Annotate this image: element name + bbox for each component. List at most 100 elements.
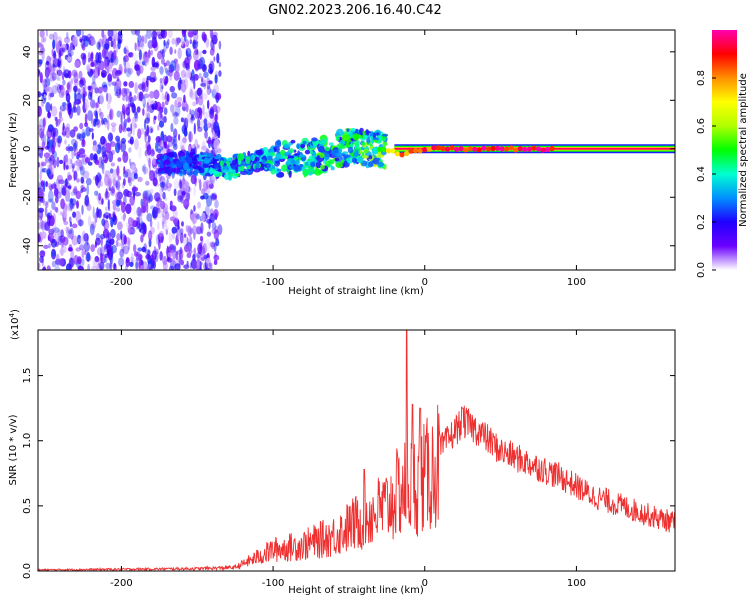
noise-blob — [173, 116, 179, 125]
noise-blob — [211, 228, 218, 234]
noise-blob — [177, 189, 184, 201]
noise-blob — [196, 118, 201, 129]
x-tick-label: 100 — [567, 277, 586, 288]
noise-blob — [98, 60, 102, 73]
noise-blob — [54, 241, 59, 247]
noise-blob — [117, 157, 122, 162]
noise-blob — [111, 185, 115, 194]
noise-blob — [216, 92, 222, 100]
noise-blob — [215, 237, 220, 247]
noise-blob — [202, 104, 205, 116]
noise-blob — [123, 47, 127, 54]
noise-blob — [122, 151, 129, 163]
noise-blob — [146, 77, 149, 88]
trace-dot — [454, 146, 460, 152]
colorbar-tick-label: 0.0 — [696, 262, 707, 278]
noise-blob — [47, 182, 52, 189]
noise-blob — [100, 180, 103, 187]
noise-blob — [111, 125, 116, 133]
band-blob — [328, 159, 335, 165]
noise-blob — [104, 174, 110, 186]
noise-blob — [207, 120, 210, 130]
colorbar-tick-label: 0.2 — [696, 214, 707, 230]
noise-blob — [73, 79, 79, 87]
noise-blob — [45, 202, 49, 208]
band-blob — [335, 152, 344, 157]
noise-blob — [79, 166, 83, 171]
colorbar-tick-label: 0.8 — [696, 70, 707, 86]
noise-blob — [106, 248, 110, 256]
noise-blob — [106, 102, 111, 110]
noise-blob — [115, 239, 119, 247]
noise-blob — [73, 72, 79, 84]
noise-blob — [159, 185, 163, 198]
noise-blob — [173, 128, 178, 139]
noise-blob — [189, 249, 193, 254]
noise-blob — [190, 209, 193, 215]
noise-blob — [193, 122, 196, 135]
noise-blob — [94, 87, 99, 94]
noise-blob — [78, 153, 84, 158]
band-blob — [310, 161, 316, 168]
noise-blob — [57, 229, 62, 237]
band-blob — [197, 166, 202, 171]
noise-blob — [125, 203, 132, 215]
noise-blob — [86, 184, 90, 196]
noise-blob — [77, 219, 84, 227]
noise-blob — [146, 213, 153, 222]
snr-y-scale: (x104) — [8, 309, 21, 340]
noise-blob — [148, 230, 153, 242]
noise-blob — [41, 37, 45, 44]
noise-blob — [159, 66, 164, 75]
noise-blob — [40, 99, 45, 108]
noise-blob — [125, 93, 129, 102]
band-blob — [335, 135, 340, 142]
band-blob — [166, 155, 170, 159]
noise-blob — [117, 30, 122, 37]
noise-blob — [39, 170, 42, 182]
noise-blob — [99, 111, 104, 119]
noise-blob — [203, 79, 207, 90]
trace-dot — [472, 146, 478, 152]
noise-blob — [204, 185, 211, 195]
noise-blob — [207, 99, 210, 110]
noise-blob — [155, 101, 162, 111]
noise-blob — [74, 140, 78, 149]
noise-blob — [189, 39, 192, 44]
trace-dot — [513, 147, 519, 153]
noise-blob — [83, 35, 90, 48]
noise-blob — [213, 138, 220, 151]
noise-blob — [146, 144, 152, 156]
noise-blob — [218, 61, 222, 68]
noise-blob — [38, 222, 41, 230]
noise-blob — [189, 91, 196, 100]
noise-blob — [115, 180, 121, 191]
noise-blob — [213, 242, 217, 253]
noise-blob — [131, 116, 136, 127]
band-blob — [300, 143, 306, 148]
trace-dot — [526, 146, 533, 152]
noise-blob — [62, 122, 65, 132]
noise-blob — [75, 93, 83, 101]
noise-blob — [126, 127, 131, 132]
noise-blob — [81, 258, 85, 266]
noise-blob — [63, 220, 69, 226]
band-blob — [275, 152, 282, 160]
noise-blob — [183, 117, 189, 130]
noise-blob — [214, 199, 219, 209]
noise-blob — [123, 212, 126, 220]
noise-blob — [148, 157, 151, 168]
noise-blob — [174, 263, 181, 270]
noise-blob — [63, 210, 68, 218]
noise-blob — [160, 112, 163, 119]
noise-blob — [137, 206, 141, 217]
noise-blob — [158, 120, 165, 128]
noise-blob — [120, 230, 123, 241]
noise-blob — [47, 198, 54, 203]
noise-blob — [123, 55, 129, 63]
noise-blob — [202, 92, 208, 100]
trace-dot — [426, 146, 432, 152]
noise-blob — [42, 121, 45, 132]
noise-blob — [173, 143, 178, 151]
noise-blob — [209, 30, 214, 40]
